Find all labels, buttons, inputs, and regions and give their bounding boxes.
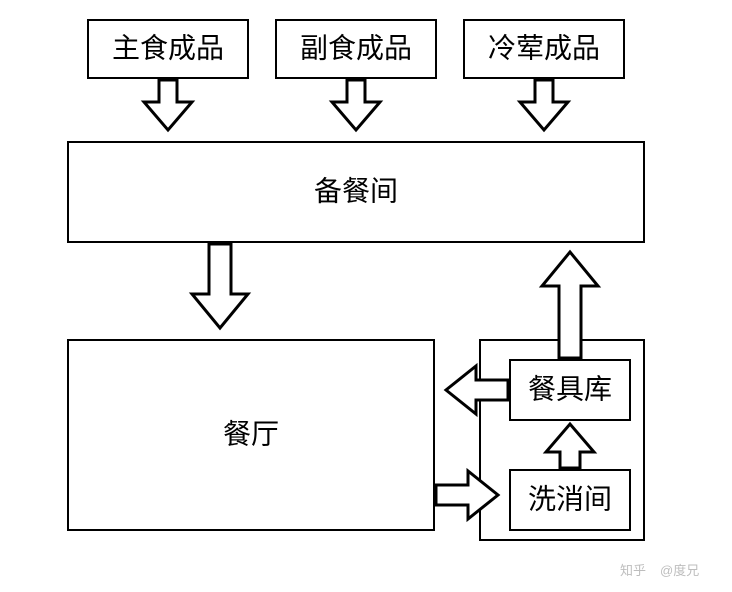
dining-label: 餐厅 (223, 419, 279, 451)
arrow-wash-to-utensil (546, 424, 594, 468)
utensil-label: 餐具库 (528, 374, 612, 406)
watermark-author: @度兄 (660, 563, 699, 578)
arrow-utensil-to-prep (542, 252, 598, 358)
side-label: 副食成品 (300, 33, 412, 65)
staple-label: 主食成品 (112, 33, 224, 65)
arrow-dining-to-wash (436, 471, 498, 519)
arrow-staple-to-prep (144, 80, 192, 130)
arrow-utensil-to-dining (446, 366, 508, 414)
watermark-brand: 知乎 (620, 563, 646, 578)
arrow-prep-to-dining (192, 244, 248, 328)
arrow-cold-to-prep (520, 80, 568, 130)
cold-label: 冷荤成品 (488, 33, 600, 65)
prep-label: 备餐间 (314, 176, 398, 208)
wash-label: 洗消间 (528, 484, 612, 516)
arrow-side-to-prep (332, 80, 380, 130)
